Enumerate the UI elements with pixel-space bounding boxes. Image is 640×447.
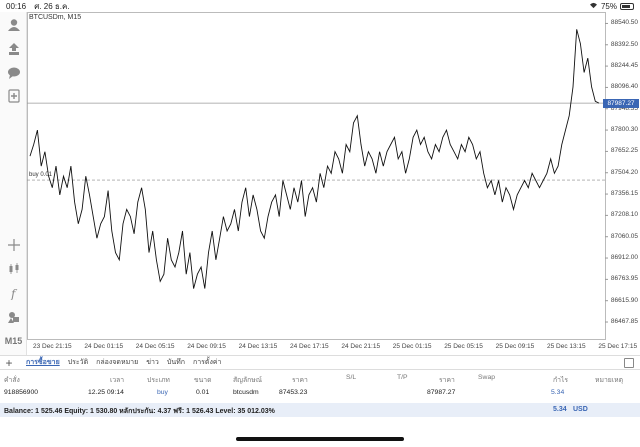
x-tick-label: 24 Dec 05:15 [135, 343, 175, 350]
y-tick-label: 87800.30 [610, 126, 638, 134]
x-tick-label: 25 Dec 09:15 [495, 343, 535, 350]
tab-news[interactable]: ข่าว [146, 359, 159, 366]
status-time: 00:16 [6, 1, 27, 11]
order-time: 12.25 09:14 [88, 389, 124, 396]
layout-icon[interactable] [624, 358, 634, 368]
col-swap: Swap [478, 374, 496, 381]
positions-table-header: คำสั่ง เวลา ประเภท ขนาด สัญลักษณ์ ราคา S… [0, 371, 640, 385]
status-bar: 00:16 ศ. 26 ธ.ค. 75% [0, 0, 640, 12]
terminal-tabbar: + การซื้อขาย ประวัติ กล่องจดหมาย ข่าว บั… [0, 355, 640, 370]
tab-trade[interactable]: การซื้อขาย [26, 359, 60, 366]
order-price: 87987.27 [427, 389, 456, 396]
col-price: ราคา [439, 377, 455, 384]
indicators-icon[interactable]: f [4, 284, 23, 302]
y-tick-label: 86763.95 [610, 275, 638, 283]
y-tick-label: 88540.50 [610, 19, 638, 27]
x-tick-label: 25 Dec 01:15 [392, 343, 432, 350]
symbol-label: BTCUSDm, M15 [29, 14, 82, 21]
tab-mailbox[interactable]: กล่องจดหมาย [96, 359, 139, 366]
timeframe-label: M15 [4, 336, 23, 346]
col-type: ประเภท [147, 377, 170, 384]
y-tick-label: 87356.15 [610, 190, 638, 198]
balance-text: Balance: 1 525.46 Equity: 1 530.80 หลักป… [4, 408, 275, 415]
wifi-icon [589, 2, 598, 11]
home-indicator[interactable] [236, 437, 404, 441]
y-tick-label: 88096.40 [610, 83, 638, 91]
col-open-price: ราคา [292, 377, 308, 384]
y-tick-label: 87060.05 [610, 232, 638, 240]
new-order-icon[interactable] [4, 87, 23, 105]
buy-line-label: buy 0.01 [29, 172, 53, 179]
col-tp: T/P [397, 374, 408, 381]
price-chart[interactable]: BTCUSDm, M15 buy 0.01 88540.50 88392.50 88… [27, 12, 640, 355]
y-tick-label: 88244.45 [610, 62, 638, 70]
x-tick-label: 23 Dec 21:15 [33, 343, 72, 350]
order-type: buy [157, 389, 168, 396]
col-comment: หมายเหตุ [595, 377, 623, 384]
col-size: ขนาด [194, 377, 212, 384]
order-id: 918856900 [4, 389, 39, 396]
price-series-line [29, 29, 600, 289]
order-symbol: btcusdm [233, 389, 259, 396]
chat-icon[interactable] [4, 64, 23, 82]
y-tick-label: 87504.20 [610, 168, 638, 176]
x-tick-label: 25 Dec 17:15 [598, 343, 638, 350]
account-icon[interactable] [4, 16, 23, 34]
y-tick-label: 88392.50 [610, 40, 638, 48]
x-tick-label: 24 Dec 09:15 [187, 343, 226, 350]
col-order: คำสั่ง [4, 377, 20, 384]
battery-icon [620, 2, 634, 10]
tab-settings[interactable]: การตั้งค่า [192, 359, 222, 366]
tab-history[interactable]: ประวัติ [67, 359, 89, 366]
y-tick-label: 87948.35 [610, 104, 638, 112]
y-tick-label: 87652.25 [610, 147, 638, 155]
currency-label: USD [573, 406, 588, 413]
status-date: ศ. 26 ธ.ค. [34, 1, 70, 11]
order-size: 0.01 [196, 389, 210, 396]
add-icon[interactable]: + [5, 355, 13, 370]
col-time: เวลา [110, 377, 125, 384]
balance-summary: Balance: 1 525.46 Equity: 1 530.80 หลักป… [0, 403, 640, 417]
x-tick-label: 24 Dec 13:15 [238, 343, 278, 350]
svg-text:f: f [10, 287, 18, 300]
y-tick-label: 86912.00 [610, 254, 638, 262]
x-tick-label: 25 Dec 13:15 [547, 343, 586, 350]
x-tick-label: 24 Dec 01:15 [84, 343, 124, 350]
y-tick-label: 86467.85 [610, 318, 638, 326]
x-tick-label: 24 Dec 17:15 [290, 343, 329, 350]
y-tick-label: 86615.90 [610, 296, 638, 304]
candlestick-icon[interactable] [4, 260, 23, 278]
objects-icon[interactable] [4, 308, 23, 326]
plot-frame [27, 12, 606, 340]
chart-canvas[interactable] [27, 12, 640, 355]
tab-journal[interactable]: บันทึก [166, 359, 185, 366]
current-price-badge: 87987.27 [603, 98, 639, 108]
order-profit: 5.34 [551, 389, 565, 396]
y-tick-label: 87208.10 [610, 211, 638, 219]
col-symbol: สัญลักษณ์ [233, 377, 263, 384]
col-profit: กำไร [553, 377, 569, 384]
trade-arrows-icon[interactable] [4, 40, 23, 58]
order-open-price: 87453.23 [279, 389, 308, 396]
table-row[interactable]: 918856900 12.25 09:14 buy 0.01 btcusdm 8… [0, 386, 640, 400]
left-toolbar: f M15 [0, 12, 27, 355]
col-sl: S/L [346, 374, 357, 381]
x-tick-label: 24 Dec 21:15 [341, 343, 381, 350]
timeframe-button[interactable]: M15 [4, 332, 23, 350]
battery-percent: 75% [600, 1, 617, 11]
total-profit: 5.34 [553, 406, 567, 413]
crosshair-icon[interactable] [4, 236, 23, 254]
x-tick-label: 25 Dec 05:15 [444, 343, 483, 350]
